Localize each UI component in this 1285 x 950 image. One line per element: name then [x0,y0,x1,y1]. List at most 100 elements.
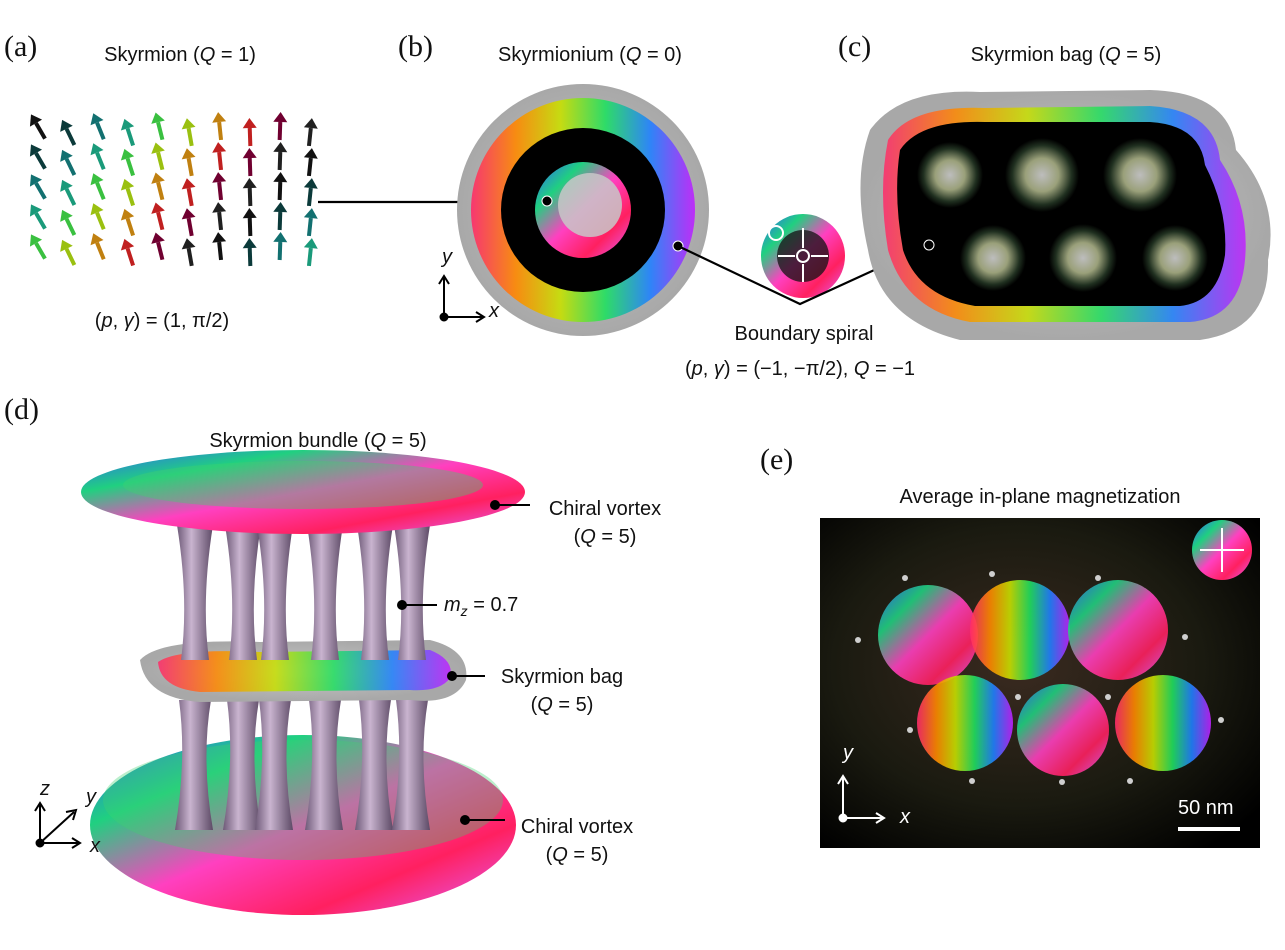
spin-arrow-icon [90,173,106,201]
spin-arrow-icon [90,143,106,171]
panel-a-title: Skyrmion (Q = 1) [104,44,256,66]
spin-arrow-icon [60,119,77,146]
spin-arrow-icon [90,113,106,141]
skyrmion-tube [257,525,293,660]
panel-b-letter: (b) [398,30,433,63]
panel-e-title: Average in-plane magnetization [899,486,1181,508]
panel-b-axis-y: y [442,246,452,268]
skyrmion-tube [177,525,213,660]
skyrmion-tube [223,700,261,830]
magnetization-arrow-icon [1182,634,1188,640]
bottom-vortex-label: Chiral vortex [520,816,634,838]
spin-arrow-icon [181,148,196,177]
spin-arrow-icon [60,239,77,266]
spin-arrow-icon [303,208,318,237]
magnetization-arrow-icon [1105,694,1111,700]
boundary-spiral-label: Boundary spiral [734,323,874,345]
skyrmionium-image [457,84,709,336]
skyrmion-tube [392,700,430,830]
spin-arrow-icon [120,208,135,237]
spin-arrow-icon [29,234,47,260]
spin-arrow-icon [151,142,165,171]
magnetization-arrow-icon [1059,779,1065,785]
magnetization-arrow-icon [969,778,975,784]
magnetization-arrow-icon [855,637,861,643]
top-vortex-label: Chiral vortex [548,498,662,520]
boundary-spiral-params: (p, γ) = (−1, −π/2), Q = −1 [684,358,916,380]
magnetization-arrow-icon [1095,575,1101,581]
spin-arrow-icon [242,118,257,147]
axis-xyz-d [34,801,82,849]
spin-arrow-icon [181,118,196,147]
bottom-vortex-q: (Q = 5) [545,844,609,866]
spin-arrow-icon [212,172,227,201]
skyrmion-tube [307,525,343,660]
spin-arrow-icon [151,112,165,141]
top-vortex-q: (Q = 5) [573,526,637,548]
spin-arrow-icon [60,209,77,236]
skyrmion-arrow-field [29,112,318,267]
spin-arrow-icon [242,208,257,237]
panel-c-title: Skyrmion bag (Q = 5) [970,44,1162,66]
spin-arrow-icon [90,203,106,231]
spin-arrow-icon [29,204,47,230]
spin-arrow-icon [151,202,165,231]
spin-arrow-icon [212,142,227,171]
panel-d-axis-y: y [86,786,96,808]
spin-arrow-icon [242,148,257,177]
magnetization-arrow-icon [907,727,913,733]
spin-arrow-icon [242,238,257,267]
skyrmion-tube [357,525,393,660]
spin-arrow-icon [29,174,47,200]
spin-arrow-icon [303,148,318,177]
skyrmion-bag-image [860,90,1271,340]
magnetization-arrow-icon [1127,778,1133,784]
skyrmion-tube [355,700,393,830]
spin-arrow-icon [273,142,288,171]
spin-arrow-icon [212,112,227,141]
panel-e-letter: (e) [760,443,794,476]
spin-arrow-icon [273,172,288,201]
skyrmion-tube [175,700,213,830]
skyrmion-bundle-3d [81,450,530,915]
spin-arrow-icon [242,178,257,207]
panel-b-title: Skyrmionium (Q = 0) [498,44,682,66]
magnetization-arrow-icon [1218,717,1224,723]
spin-arrow-icon [151,232,165,261]
spin-arrow-icon [273,202,288,231]
panel-d-axis-x: x [90,835,100,857]
spin-arrow-icon [29,114,47,140]
bag-q: (Q = 5) [530,694,594,716]
skyrmion-tube [255,700,293,830]
spin-arrow-icon [151,172,165,201]
magnetization-arrow-icon [902,575,908,581]
spin-arrow-icon [120,118,135,147]
magnetization-image [820,518,1260,848]
spin-arrow-icon [181,178,196,207]
spin-arrow-icon [60,179,77,206]
panel-b-axis-x: x [489,300,499,322]
spin-arrow-icon [273,232,288,261]
spin-arrow-icon [303,178,318,207]
spin-arrow-icon [212,232,227,261]
spin-arrow-icon [303,238,318,267]
mz-label: mz = 0.7 [444,594,519,619]
skyrmion-tube [394,525,430,660]
spin-arrow-icon [303,118,318,147]
spin-arrow-icon [120,148,135,177]
spin-arrow-icon [181,208,196,237]
panel-d-title: Skyrmion bundle (Q = 5) [209,430,427,452]
spin-arrow-icon [120,178,135,207]
skyrmion-tube [305,700,343,830]
spin-arrow-icon [29,144,47,170]
panel-e-axis-x: x [900,806,910,828]
panel-d-letter: (d) [4,393,39,426]
scale-bar-label: 50 nm [1178,797,1234,819]
spin-arrow-icon [60,149,77,176]
spin-arrow-icon [181,238,196,267]
panel-a-letter: (a) [4,30,38,63]
panel-a-params: (p, γ) = (1, π/2) [94,310,230,332]
skyrmion-tube [225,525,261,660]
color-wheel-icon [761,214,845,298]
